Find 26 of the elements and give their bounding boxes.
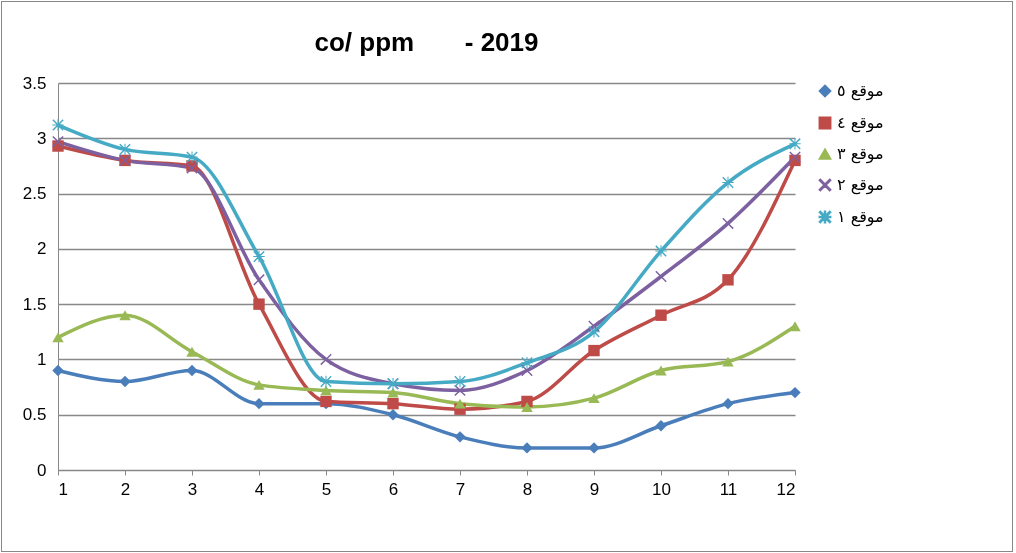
y-tick-label: 1.5 bbox=[22, 294, 47, 314]
x-tick-label: 9 bbox=[589, 479, 600, 499]
legend-label: موقع ٥ bbox=[837, 81, 884, 101]
x-tick-label: 6 bbox=[388, 479, 399, 499]
x-tick-label: 1 bbox=[58, 479, 68, 499]
x-tick-label: 3 bbox=[187, 479, 198, 499]
legend-label: موقع ٤ bbox=[837, 113, 884, 133]
x-tick-label: 11 bbox=[719, 479, 738, 499]
y-tick-label: 3.5 bbox=[22, 73, 47, 93]
x-tick-label: 10 bbox=[652, 479, 671, 499]
y-tick-label: 0.5 bbox=[22, 405, 47, 425]
x-tick-label: 2 bbox=[120, 479, 131, 499]
legend-label: موقع ٢ bbox=[837, 175, 884, 195]
y-tick-label: 2.5 bbox=[22, 184, 47, 204]
x-tick-label: 12 bbox=[776, 479, 796, 499]
x-tick-label: 4 bbox=[254, 479, 265, 499]
y-tick-label: 0 bbox=[37, 460, 47, 480]
x-tick-label: 8 bbox=[522, 479, 533, 499]
x-tick-label: 7 bbox=[455, 479, 466, 499]
y-tick-label: 2 bbox=[37, 239, 47, 259]
y-tick-label: 3 bbox=[37, 128, 47, 148]
y-tick-label: 1 bbox=[37, 349, 47, 369]
x-tick-label: 5 bbox=[321, 479, 332, 499]
legend-label: موقع ١ bbox=[837, 207, 884, 227]
chart-title: co/ ppm - 2019 bbox=[314, 27, 539, 57]
legend-label: موقع ٣ bbox=[837, 144, 884, 164]
